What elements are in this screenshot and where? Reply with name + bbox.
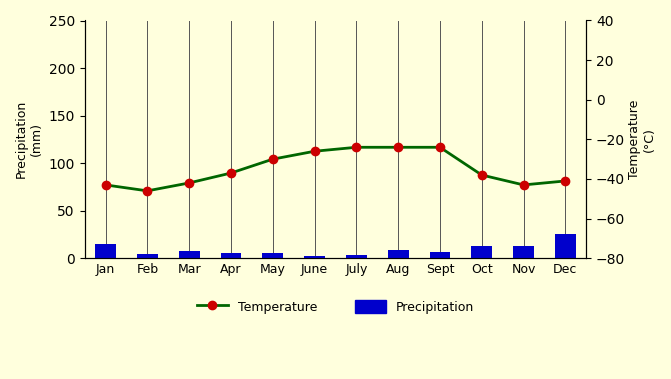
- Temperature: [436, 145, 444, 150]
- Bar: [178, 251, 199, 258]
- Bar: [555, 235, 576, 258]
- Bar: [262, 254, 283, 258]
- Temperature: [268, 157, 276, 161]
- Bar: [95, 244, 116, 258]
- Temperature: [352, 145, 360, 150]
- Temperature: [101, 183, 109, 187]
- Bar: [513, 246, 534, 258]
- Temperature: [394, 145, 402, 150]
- Legend: Temperature, Precipitation: Temperature, Precipitation: [192, 295, 479, 318]
- Line: Temperature: Temperature: [101, 143, 570, 195]
- Temperature: [227, 171, 235, 175]
- Bar: [304, 256, 325, 258]
- Bar: [346, 255, 367, 258]
- Temperature: [311, 149, 319, 153]
- Bar: [137, 254, 158, 258]
- Bar: [471, 246, 493, 258]
- Temperature: [144, 189, 152, 193]
- Bar: [388, 250, 409, 258]
- Temperature: [519, 183, 527, 187]
- Temperature: [562, 179, 570, 183]
- Temperature: [478, 173, 486, 177]
- Y-axis label: Temperature
(°C): Temperature (°C): [628, 100, 656, 179]
- Y-axis label: Precipitation
(mm): Precipitation (mm): [15, 100, 43, 179]
- Temperature: [185, 181, 193, 185]
- Bar: [221, 254, 242, 258]
- Bar: [429, 252, 450, 258]
